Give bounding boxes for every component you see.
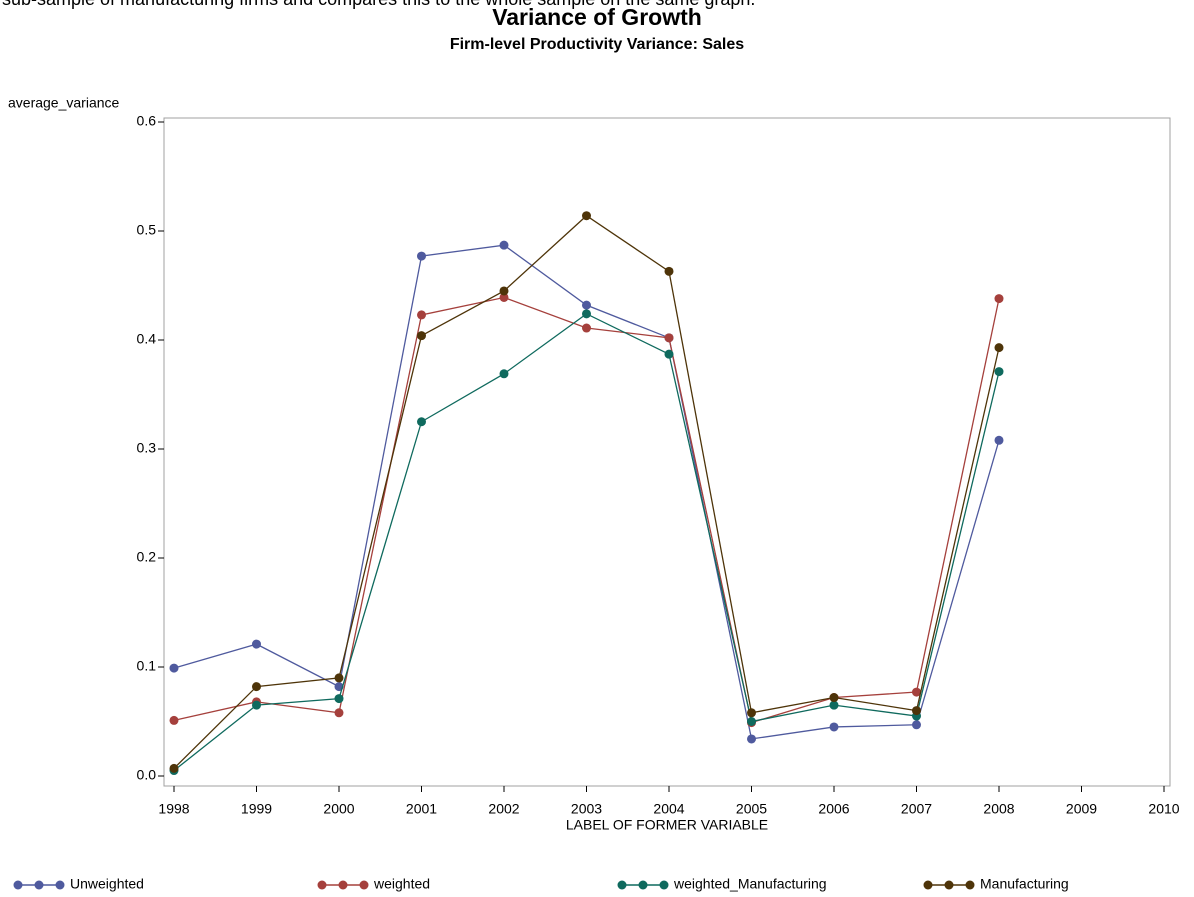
x-tick-label: 2002 [488,801,519,817]
data-point [499,240,509,250]
caption: sub-sample of manufacturing firms and co… [2,0,755,9]
data-point [829,693,839,703]
data-point [994,435,1004,445]
data-point [169,663,179,673]
x-tick-label: 1999 [241,801,272,817]
x-tick-label: 2008 [983,801,1014,817]
data-point [417,417,426,427]
legend-marker [923,880,933,890]
x-tick-label: 2000 [323,801,354,817]
data-point [747,734,756,744]
data-point [417,331,426,341]
x-tick-label: 2010 [1148,801,1179,817]
series-line [173,313,1000,772]
data-point [582,300,591,310]
y-axis-label: average_variance [8,95,120,111]
y-tick-label: 0.1 [137,658,157,674]
data-point [994,294,1004,304]
y-tick-label: 0.3 [137,440,157,456]
y-tick-label: 0.0 [137,767,157,783]
data-point [169,715,179,725]
legend-marker [659,880,669,890]
legend-marker [338,880,348,890]
y-tick-label: 0.2 [137,549,157,565]
y-tick-label: 0.5 [137,222,157,238]
legend-marker [55,880,65,890]
legend-marker [617,880,627,890]
legend-marker [34,880,44,890]
legend-label: weighted [373,876,430,892]
data-point [499,292,509,302]
series-line [173,214,1000,769]
data-point [499,286,509,296]
data-point [829,722,839,732]
data-point [912,720,921,730]
data-point [912,706,921,716]
data-point [994,343,1004,353]
data-point [582,211,591,221]
data-point [747,708,756,718]
data-point [252,682,261,692]
y-tick-label: 0.6 [137,113,157,129]
data-point [499,369,509,379]
data-point [582,309,591,319]
data-point [417,251,426,261]
legend-marker [965,880,975,890]
chart-title: Variance of Growth [492,4,702,30]
data-point [169,763,179,773]
data-point [747,717,756,726]
legend-marker [13,880,23,890]
data-point [664,349,674,359]
data-point [664,333,674,343]
data-point [334,694,344,704]
x-axis-label: LABEL OF FORMER VARIABLE [566,817,768,833]
legend-label: weighted_Manufacturing [673,876,827,892]
data-point [994,367,1004,377]
data-point [664,266,674,276]
legend-marker [317,880,327,890]
legend-label: Unweighted [70,876,144,892]
x-tick-label: 2007 [901,801,932,817]
data-point [829,700,839,710]
legend-label: Manufacturing [980,876,1069,892]
series-line [173,244,1000,740]
legend-marker [944,880,954,890]
data-point [252,700,261,710]
series-line [173,296,1000,724]
data-point [582,323,591,333]
x-tick-label: 2001 [406,801,437,817]
y-tick-label: 0.4 [137,331,157,347]
data-point [252,639,261,649]
data-point [334,708,344,718]
x-tick-label: 2009 [1066,801,1097,817]
x-tick-label: 2006 [818,801,849,817]
x-tick-label: 2005 [736,801,767,817]
legend-marker [638,880,648,890]
data-point [912,687,921,697]
legend-marker [359,880,369,890]
plot-frame [163,117,1171,787]
x-tick-label: 1998 [158,801,189,817]
chart-subtitle: Firm-level Productivity Variance: Sales [450,36,744,53]
data-point [334,673,344,683]
x-tick-label: 2004 [653,801,684,817]
x-tick-label: 2003 [571,801,602,817]
data-point [417,310,426,320]
